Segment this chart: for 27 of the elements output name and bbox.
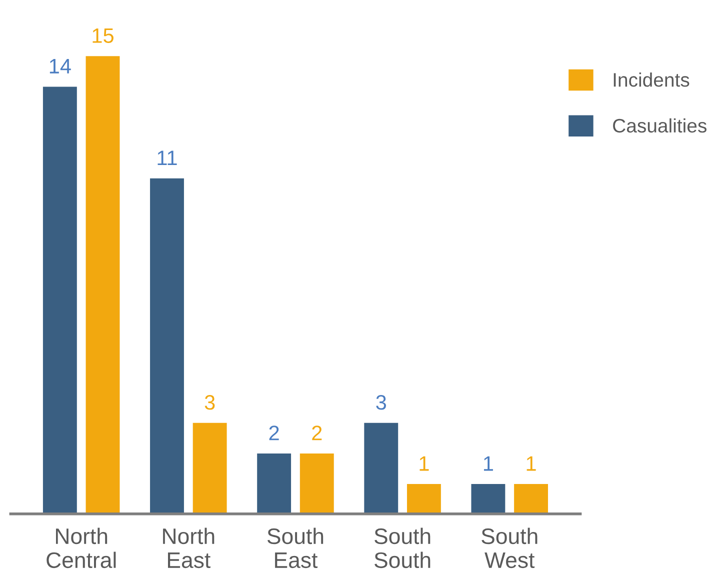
legend-label: Incidents: [614, 72, 690, 87]
data-label: 14: [50, 59, 71, 74]
legend-label: Casualities: [613, 118, 706, 133]
x-tick-label: North Central: [46, 528, 116, 568]
x-tick-label: South East: [267, 528, 324, 568]
data-label: 2: [269, 426, 279, 440]
data-label: 3: [376, 395, 386, 410]
bar: [256, 452, 292, 514]
bar: [298, 452, 336, 514]
data-label: 3: [204, 395, 215, 410]
data-label: 1: [420, 456, 429, 471]
bar: [191, 422, 228, 514]
bar: [84, 54, 122, 514]
x-tick-label: North East: [163, 528, 214, 568]
data-label: 1: [484, 456, 493, 471]
bar: [362, 422, 400, 514]
bar: [470, 482, 507, 514]
bar: [406, 482, 442, 514]
data-label: 2: [312, 426, 322, 440]
data-label: 1: [526, 456, 536, 471]
bar: [512, 482, 550, 514]
bar: [42, 85, 78, 514]
data-label: 15: [92, 28, 114, 43]
x-tick-label: South West: [482, 528, 538, 568]
x-tick-label: South South: [374, 528, 430, 568]
data-label: 11: [158, 150, 177, 166]
bar: [148, 177, 186, 514]
